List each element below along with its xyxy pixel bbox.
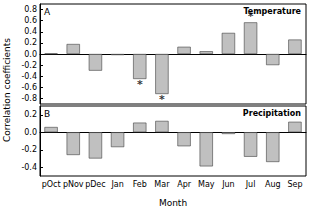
svg-text:Jun: Jun	[221, 180, 235, 189]
svg-text:*: *	[159, 93, 165, 106]
svg-text:A: A	[44, 7, 51, 17]
svg-text:pNov: pNov	[63, 180, 84, 189]
svg-text:Month: Month	[159, 198, 187, 208]
svg-text:Precipitation: Precipitation	[243, 109, 301, 118]
svg-text:0.8: 0.8	[24, 5, 37, 14]
svg-text:-0.8: -0.8	[21, 94, 37, 103]
svg-text:Jan: Jan	[110, 180, 123, 189]
svg-text:*: *	[137, 78, 143, 91]
svg-text:-0.2: -0.2	[21, 61, 37, 70]
svg-text:0.2: 0.2	[24, 38, 37, 47]
svg-text:Correlation coefficients: Correlation coefficients	[2, 38, 12, 142]
svg-text:Jul: Jul	[245, 180, 256, 189]
svg-text:*: *	[248, 10, 254, 23]
svg-text:Feb: Feb	[133, 180, 147, 189]
svg-text:-0.6: -0.6	[21, 83, 37, 92]
svg-text:Mar: Mar	[154, 180, 170, 189]
svg-text:0.0: 0.0	[24, 128, 37, 137]
svg-text:pOct: pOct	[42, 180, 61, 189]
svg-text:-0.4: -0.4	[21, 163, 37, 172]
svg-text:0.0: 0.0	[24, 50, 37, 59]
svg-text:0.6: 0.6	[24, 16, 37, 25]
svg-text:Temperature: Temperature	[243, 6, 301, 16]
svg-text:Sep: Sep	[287, 180, 302, 189]
svg-text:B: B	[44, 109, 50, 119]
svg-text:0.2: 0.2	[24, 110, 37, 119]
svg-text:pDec: pDec	[85, 180, 106, 189]
svg-text:0.4: 0.4	[24, 27, 37, 36]
svg-text:-0.4: -0.4	[21, 72, 37, 81]
svg-text:-0.2: -0.2	[21, 145, 37, 154]
svg-text:Apr: Apr	[177, 180, 192, 189]
svg-text:Aug: Aug	[265, 180, 281, 189]
svg-text:May: May	[198, 180, 215, 189]
